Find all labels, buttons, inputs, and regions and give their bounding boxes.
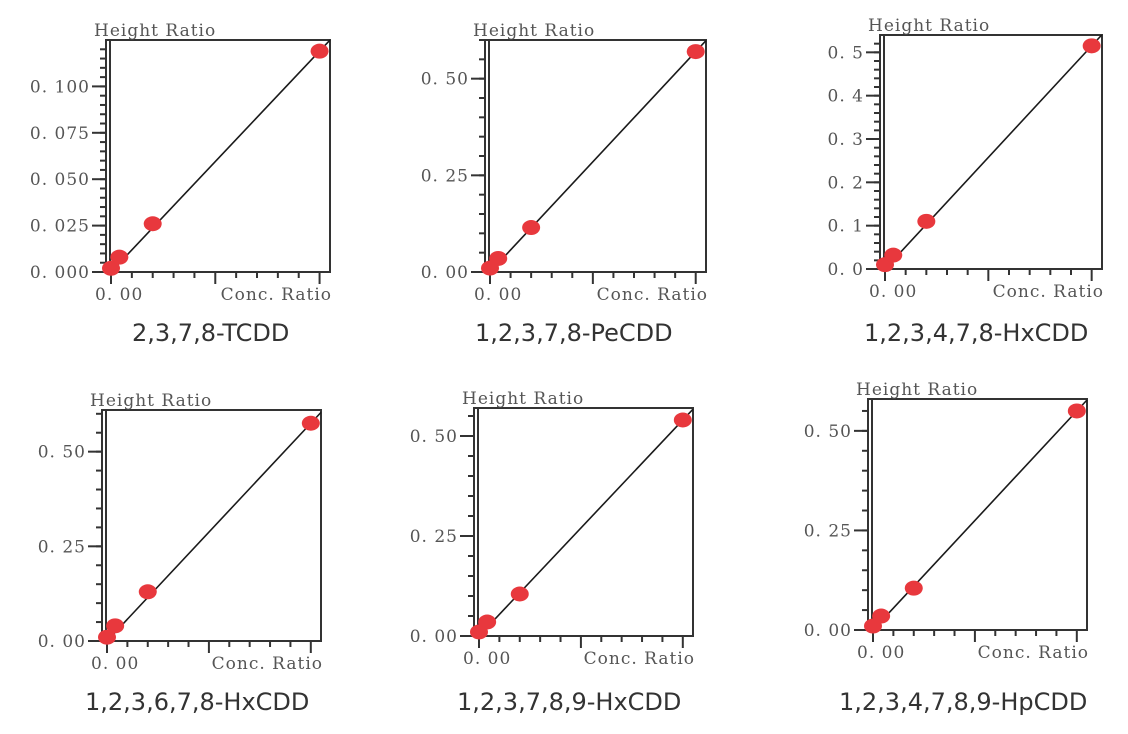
chart-caption: 1,2,3,4,7,8,9-HpCDD — [839, 688, 1088, 716]
x-tick-label: 0. 00 — [857, 643, 905, 663]
chart-panel-tcdd: 0. 000 0. 025 0. 050 0. 075 0. 100 0. 00 Conc.… — [0, 0, 376, 360]
data-point — [673, 412, 692, 428]
y-tick-label: 0. 50 — [410, 427, 458, 447]
data-point — [917, 213, 936, 229]
y-axis-label: Height Ratio — [94, 21, 216, 41]
y-tick-label: 0. 25 — [804, 521, 852, 541]
x-tick-label: 0. 00 — [474, 285, 522, 305]
x-tick-label: 0. 00 — [91, 654, 139, 674]
y-tick-label: 0. 0 — [828, 260, 864, 280]
data-point — [110, 249, 129, 265]
data-point — [522, 220, 541, 236]
x-axis-label: Conc. Ratio — [597, 285, 708, 305]
y-tick-label: 0. 00 — [421, 263, 469, 283]
plot-frame — [867, 398, 1088, 631]
fit-line — [884, 34, 1103, 270]
data-point — [904, 580, 923, 596]
chart-svg: 0. 0 0. 1 0. 2 0. 3 0. 4 0. 5 0. 00 Conc. Ratio… — [828, 16, 1104, 302]
chart-caption: 1,2,3,4,7,8-HxCDD — [864, 319, 1089, 347]
y-tick-label: 0. 50 — [38, 443, 86, 463]
y-axis-label: Height Ratio — [856, 380, 978, 400]
data-point — [143, 216, 162, 232]
fit-line — [106, 411, 322, 642]
y-tick-label: 0. 5 — [828, 43, 864, 63]
chart-panel-pecdd: 0. 00 0. 25 0. 50 0. 00 Conc. Ratio Height Ra… — [376, 0, 752, 360]
data-point — [478, 614, 497, 630]
chart-svg: 0. 000 0. 025 0. 050 0. 075 0. 100 0. 00 Conc.… — [30, 21, 332, 305]
data-point — [106, 618, 125, 634]
y-tick-label: 0. 50 — [804, 422, 852, 442]
y-tick-label: 0. 050 — [30, 170, 90, 190]
plot-frame — [484, 39, 707, 273]
data-point — [489, 250, 508, 266]
y-tick-label: 0. 1 — [828, 217, 864, 237]
chart-caption: 2,3,7,8-TCDD — [132, 319, 290, 347]
y-tick-label: 0. 025 — [30, 217, 90, 237]
y-tick-label: 0. 00 — [804, 621, 852, 641]
data-point — [884, 247, 903, 263]
y-tick-label: 0. 25 — [421, 166, 469, 186]
chart-svg: 0. 00 0. 25 0. 50 0. 00 Conc. Ratio Height Ra… — [410, 389, 695, 669]
data-point — [686, 44, 705, 60]
fit-line — [110, 39, 331, 273]
data-point — [98, 629, 116, 645]
chart-caption: 1,2,3,6,7,8-HxCDD — [85, 688, 310, 716]
y-axis-label: Height Ratio — [473, 21, 595, 41]
y-tick-label: 0. 25 — [38, 537, 86, 557]
x-tick-label: 0. 00 — [95, 285, 143, 305]
chart-svg: 0. 00 0. 25 0. 50 0. 00 Conc. Ratio Height Ra… — [38, 391, 323, 674]
data-point — [872, 608, 891, 624]
y-tick-label: 0. 000 — [30, 263, 90, 283]
x-tick-label: 0. 00 — [463, 649, 511, 669]
chart-panel-hxcdd-789: 0. 00 0. 25 0. 50 0. 00 Conc. Ratio Height Ra… — [376, 370, 752, 734]
y-axis-label: Height Ratio — [868, 16, 990, 36]
data-point — [1082, 38, 1101, 54]
plot-frame — [473, 407, 694, 637]
data-point — [510, 586, 529, 602]
x-axis-label: Conc. Ratio — [584, 649, 695, 669]
y-tick-label: 0. 3 — [828, 130, 864, 150]
y-tick-label: 0. 00 — [410, 627, 458, 647]
y-axis-label: Height Ratio — [462, 389, 584, 409]
data-point — [310, 43, 329, 59]
x-tick-label: 0. 00 — [869, 282, 917, 302]
x-axis-label: Conc. Ratio — [221, 285, 332, 305]
y-axis-label: Height Ratio — [90, 391, 212, 411]
y-tick-label: 0. 075 — [30, 124, 90, 144]
y-tick-label: 0. 2 — [828, 173, 864, 193]
x-axis-label: Conc. Ratio — [993, 282, 1104, 302]
chart-panel-hxcdd-678: 0. 00 0. 25 0. 50 0. 00 Conc. Ratio Height Ra… — [0, 370, 376, 734]
chart-svg: 0. 00 0. 25 0. 50 0. 00 Conc. Ratio Height Ra… — [421, 21, 708, 305]
y-tick-label: 0. 100 — [30, 77, 90, 97]
data-point — [301, 415, 320, 431]
x-axis-label: Conc. Ratio — [212, 654, 323, 674]
chart-panel-hxcdd-478: 0. 0 0. 1 0. 2 0. 3 0. 4 0. 5 0. 00 Conc. Ratio… — [752, 0, 1128, 360]
chart-caption: 1,2,3,7,8-PeCDD — [475, 319, 673, 347]
data-point — [1067, 403, 1086, 419]
chart-svg: 0. 00 0. 25 0. 50 0. 00 Conc. Ratio Height Ra… — [804, 380, 1089, 663]
data-point — [102, 260, 120, 276]
x-axis-label: Conc. Ratio — [978, 643, 1089, 663]
chart-panel-hpcdd: 0. 00 0. 25 0. 50 0. 00 Conc. Ratio Height Ra… — [752, 370, 1128, 734]
y-tick-label: 0. 00 — [38, 632, 86, 652]
plot-frame — [101, 409, 322, 642]
y-tick-label: 0. 25 — [410, 527, 458, 547]
y-tick-label: 0. 50 — [421, 70, 469, 90]
data-point — [138, 584, 157, 600]
chart-caption: 1,2,3,7,8,9-HxCDD — [457, 688, 682, 716]
y-tick-label: 0. 4 — [828, 87, 864, 107]
